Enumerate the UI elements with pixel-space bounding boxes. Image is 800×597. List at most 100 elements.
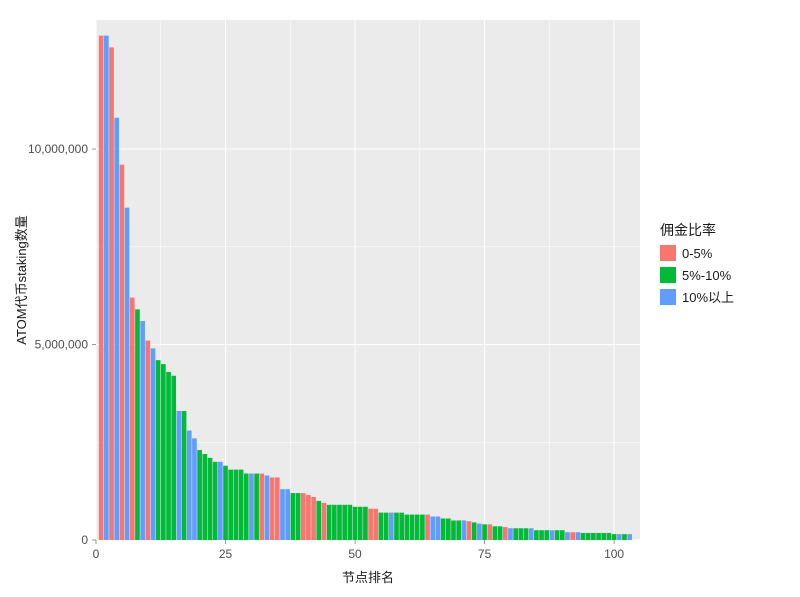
bar (544, 530, 549, 540)
bar (498, 526, 503, 540)
bar (353, 507, 358, 540)
bar (591, 533, 596, 540)
bar (456, 520, 461, 540)
bar (513, 528, 518, 540)
bar (332, 505, 337, 540)
bar (337, 505, 342, 540)
bar (140, 321, 145, 540)
bar (425, 515, 430, 540)
bar (311, 497, 316, 540)
bar (399, 513, 404, 540)
bar (114, 118, 119, 540)
bar (280, 489, 285, 540)
bar (503, 527, 508, 540)
bar (389, 513, 394, 540)
bar (125, 208, 130, 540)
bar (192, 438, 197, 540)
bar (555, 530, 560, 540)
bar (550, 530, 555, 540)
x-tick-label: 50 (348, 547, 362, 561)
bar (622, 534, 627, 540)
bar (586, 533, 591, 540)
legend-title: 佣金比率 (660, 222, 716, 238)
y-tick-label: 10,000,000 (28, 142, 88, 156)
bar (436, 517, 441, 540)
x-tick-label: 0 (93, 547, 100, 561)
bar (244, 474, 249, 540)
bar-chart: 025507510005,000,00010,000,000节点排名ATOM代币… (0, 0, 800, 597)
bar (627, 534, 632, 540)
bar (265, 475, 270, 540)
bar (570, 532, 575, 540)
bar (249, 474, 254, 540)
legend-label: 0-5% (682, 246, 713, 261)
bar (228, 470, 233, 540)
bar (208, 458, 213, 540)
bar (151, 348, 156, 540)
bar (493, 526, 498, 540)
legend-label: 5%-10% (682, 268, 732, 283)
bar (529, 528, 534, 540)
bar (576, 532, 581, 540)
bar (363, 507, 368, 540)
bar (187, 431, 192, 540)
chart-container: 025507510005,000,00010,000,000节点排名ATOM代币… (0, 0, 800, 597)
bar (291, 493, 296, 540)
legend-swatch (660, 289, 676, 305)
bar (596, 533, 601, 540)
bar (99, 36, 104, 540)
bar (239, 470, 244, 540)
bar (508, 528, 513, 540)
bar (120, 165, 125, 540)
legend-swatch (660, 267, 676, 283)
bar (348, 505, 353, 540)
y-tick-label: 0 (81, 533, 88, 547)
bar (166, 372, 171, 540)
bar (560, 530, 565, 540)
bar (384, 513, 389, 540)
bar (275, 477, 280, 540)
bar (177, 411, 182, 540)
bar (462, 520, 467, 540)
bar (482, 524, 487, 540)
bar (342, 505, 347, 540)
x-axis-label: 节点排名 (342, 570, 394, 585)
bar (430, 517, 435, 540)
bar (234, 470, 239, 540)
bar (306, 495, 311, 540)
bar (451, 520, 456, 540)
legend-label: 10%以上 (682, 290, 734, 305)
bar (327, 505, 332, 540)
bar (467, 521, 472, 540)
y-tick-label: 5,000,000 (35, 338, 89, 352)
bar (130, 298, 135, 540)
bar (296, 493, 301, 540)
bar (565, 532, 570, 540)
bar (254, 474, 259, 540)
bar (202, 454, 207, 540)
bar (617, 534, 622, 540)
bar (156, 360, 161, 540)
bar (534, 530, 539, 540)
bar (135, 309, 140, 540)
bar (109, 47, 114, 540)
legend-swatch (660, 245, 676, 261)
bar (477, 524, 482, 540)
bar (601, 533, 606, 540)
bar (285, 489, 290, 540)
bar (415, 515, 420, 540)
bar (379, 513, 384, 540)
x-tick-label: 75 (478, 547, 492, 561)
bar (213, 462, 218, 540)
bar (394, 513, 399, 540)
bar (322, 503, 327, 540)
x-tick-label: 25 (219, 547, 233, 561)
bar (519, 528, 524, 540)
bar (441, 519, 446, 541)
bar (301, 493, 306, 540)
bar (539, 530, 544, 540)
bar (472, 522, 477, 540)
bar (368, 509, 373, 540)
bar (612, 534, 617, 540)
bar (218, 462, 223, 540)
